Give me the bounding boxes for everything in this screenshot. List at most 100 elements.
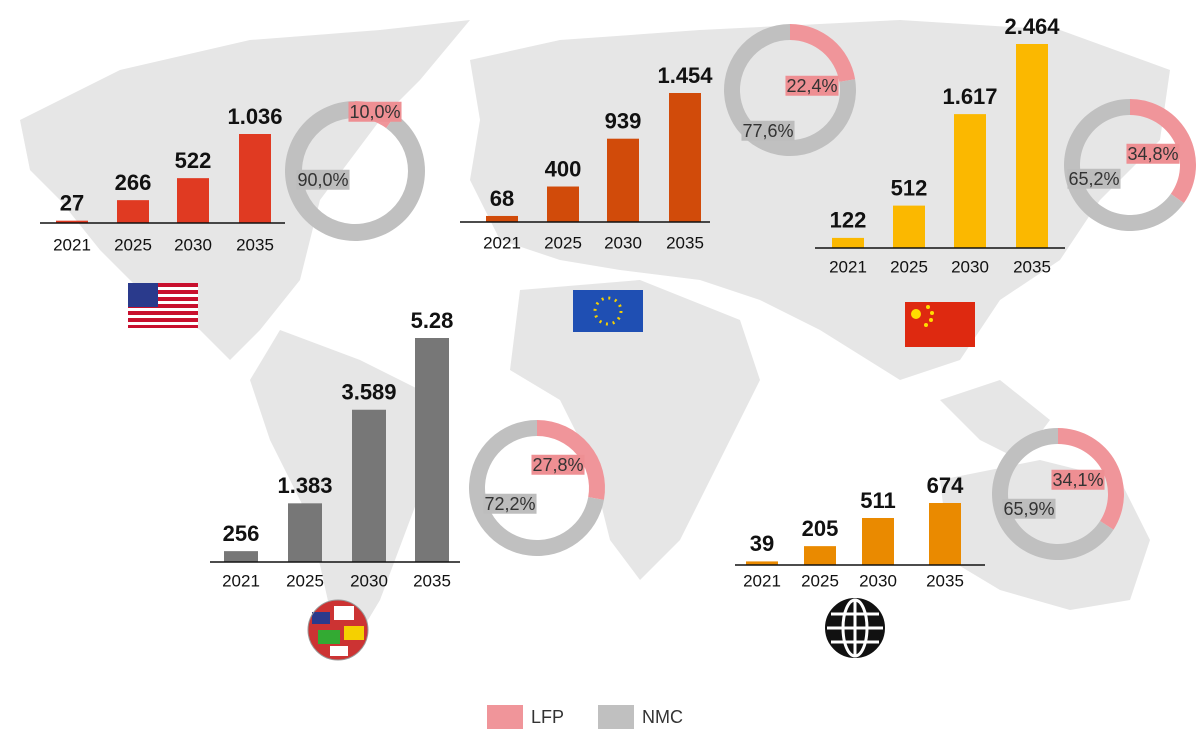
value-label: 1.383 bbox=[277, 473, 332, 498]
legend-label: NMC bbox=[642, 707, 683, 727]
bar bbox=[117, 200, 149, 223]
x-tick-label: 2025 bbox=[890, 257, 928, 276]
bar bbox=[954, 114, 986, 248]
donut-label: 65,2% bbox=[1067, 168, 1121, 189]
donut-label: 34,1% bbox=[1051, 469, 1105, 490]
x-tick-label: 2035 bbox=[236, 235, 274, 254]
bar bbox=[288, 503, 322, 562]
donut-label: 10,0% bbox=[348, 101, 402, 122]
donut-value-label: 27,8% bbox=[532, 455, 583, 475]
value-label: 39 bbox=[750, 531, 774, 556]
value-label: 512 bbox=[891, 175, 928, 200]
x-tick-label: 2025 bbox=[286, 571, 324, 590]
bar bbox=[415, 338, 449, 562]
donut-label: 72,2% bbox=[483, 493, 537, 514]
label-background bbox=[785, 75, 839, 96]
value-label: 3.589 bbox=[341, 380, 396, 405]
bar bbox=[224, 551, 258, 562]
world-icon bbox=[825, 598, 885, 658]
donut-value-label: 22,4% bbox=[786, 76, 837, 96]
value-label: 68 bbox=[490, 186, 514, 211]
world-map bbox=[20, 20, 1170, 650]
bar bbox=[669, 93, 701, 222]
value-label: 256 bbox=[223, 521, 260, 546]
value-label: 27 bbox=[60, 190, 84, 215]
bar bbox=[607, 138, 639, 222]
label-background bbox=[348, 101, 402, 122]
bar bbox=[893, 205, 925, 248]
x-tick-label: 2035 bbox=[666, 233, 704, 252]
china-flag bbox=[905, 302, 975, 347]
legend-label: LFP bbox=[531, 707, 564, 727]
bar bbox=[56, 220, 88, 223]
bar bbox=[486, 215, 518, 222]
x-tick-label: 2021 bbox=[829, 257, 867, 276]
bar bbox=[547, 186, 579, 222]
legend-swatch bbox=[487, 705, 523, 729]
donut-label: 34,8% bbox=[1126, 143, 1180, 164]
donut-segment bbox=[1130, 99, 1196, 204]
x-tick-label: 2021 bbox=[743, 571, 781, 590]
donut-label: 77,6% bbox=[741, 120, 795, 141]
value-label: 674 bbox=[927, 473, 964, 498]
value-label: 205 bbox=[802, 516, 839, 541]
bar bbox=[832, 237, 864, 248]
value-label: 511 bbox=[860, 488, 896, 513]
x-tick-label: 2025 bbox=[801, 571, 839, 590]
label-background bbox=[296, 169, 350, 190]
x-tick-label: 2030 bbox=[859, 571, 897, 590]
label-background bbox=[1051, 469, 1105, 490]
x-tick-label: 2035 bbox=[1013, 257, 1051, 276]
label-background bbox=[483, 493, 537, 514]
x-tick-label: 2021 bbox=[222, 571, 260, 590]
x-tick-label: 2030 bbox=[604, 233, 642, 252]
x-tick-label: 2030 bbox=[951, 257, 989, 276]
x-tick-label: 2035 bbox=[413, 571, 451, 590]
bar bbox=[352, 409, 386, 562]
donut-value-label: 77,6% bbox=[742, 121, 793, 141]
donut-label: 90,0% bbox=[296, 169, 350, 190]
value-label: 522 bbox=[175, 148, 212, 173]
label-background bbox=[1126, 143, 1180, 164]
donut-segment bbox=[537, 420, 605, 500]
label-background bbox=[1002, 498, 1056, 519]
donut-label: 22,4% bbox=[785, 75, 839, 96]
label-background bbox=[1067, 168, 1121, 189]
bar bbox=[746, 561, 778, 565]
donut-value-label: 72,2% bbox=[484, 494, 535, 514]
x-tick-label: 2025 bbox=[114, 235, 152, 254]
donut-segment bbox=[790, 24, 856, 82]
bar bbox=[177, 178, 209, 223]
donut-label: 65,9% bbox=[1002, 498, 1056, 519]
bar bbox=[862, 517, 894, 565]
x-tick-label: 2035 bbox=[926, 571, 964, 590]
value-label: 1.617 bbox=[942, 84, 997, 109]
eu-flag bbox=[573, 290, 643, 332]
donut-value-label: 34,8% bbox=[1127, 144, 1178, 164]
donut-value-label: 10,0% bbox=[349, 102, 400, 122]
value-label: 939 bbox=[605, 109, 642, 134]
flags-globe bbox=[307, 599, 369, 661]
legend-swatch bbox=[598, 705, 634, 729]
bar bbox=[1016, 44, 1048, 248]
x-tick-label: 2021 bbox=[53, 235, 91, 254]
bar bbox=[804, 546, 836, 565]
x-tick-label: 2021 bbox=[483, 233, 521, 252]
donut-value-label: 34,1% bbox=[1052, 470, 1103, 490]
value-label: 2.464 bbox=[1004, 14, 1060, 39]
value-label: 400 bbox=[545, 156, 582, 181]
donut-value-label: 65,2% bbox=[1068, 169, 1119, 189]
value-label: 1.454 bbox=[657, 63, 713, 88]
x-tick-label: 2030 bbox=[350, 571, 388, 590]
x-tick-label: 2025 bbox=[544, 233, 582, 252]
usa-flag bbox=[128, 283, 198, 328]
donut-value-label: 90,0% bbox=[297, 170, 348, 190]
label-background bbox=[531, 454, 585, 475]
donut-label: 27,8% bbox=[531, 454, 585, 475]
label-background bbox=[741, 120, 795, 141]
bar bbox=[929, 503, 961, 565]
value-label: 266 bbox=[115, 170, 152, 195]
value-label: 1.036 bbox=[227, 104, 282, 129]
x-tick-label: 2030 bbox=[174, 235, 212, 254]
